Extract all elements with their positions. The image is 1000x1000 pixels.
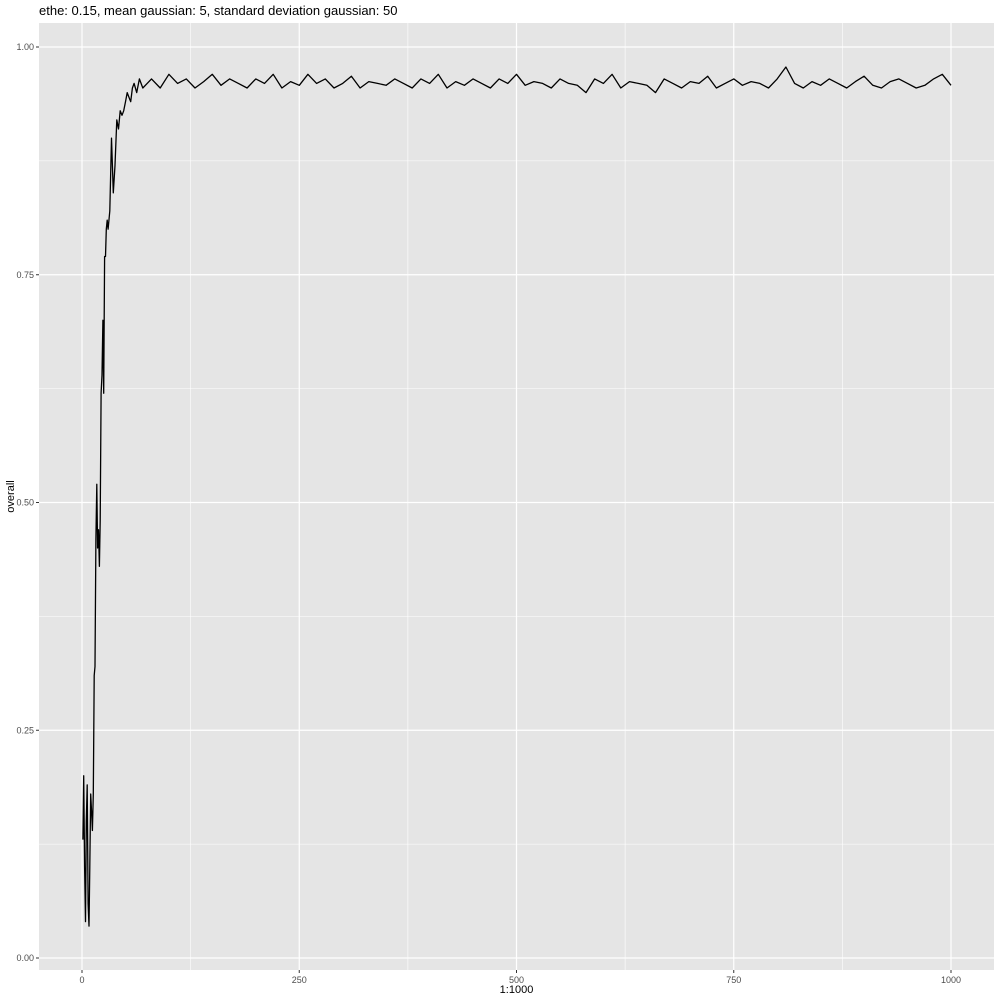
x-axis: 0 250 500 750 1000 — [79, 970, 961, 985]
y-tick-label: 0.25 — [16, 725, 34, 735]
x-tick-label: 1000 — [941, 975, 961, 985]
x-axis-title: 1:1000 — [500, 984, 534, 996]
y-tick-label: 1.00 — [16, 42, 34, 52]
series-layer — [82, 66, 952, 927]
series-line-0 — [82, 66, 952, 927]
x-tick-label: 750 — [726, 975, 741, 985]
y-axis-title: overall — [5, 480, 17, 512]
y-tick-label: 0.00 — [16, 953, 34, 963]
chart-title: ethe: 0.15, mean gaussian: 5, standard d… — [39, 3, 398, 18]
y-tick-label: 0.50 — [16, 498, 34, 508]
x-tick-label: 500 — [509, 975, 524, 985]
y-tick-label: 0.75 — [16, 270, 34, 280]
y-axis: 0.00 0.25 0.50 0.75 1.00 — [16, 42, 39, 963]
major-gridlines — [39, 23, 994, 970]
x-tick-label: 0 — [79, 975, 84, 985]
x-tick-label: 250 — [292, 975, 307, 985]
